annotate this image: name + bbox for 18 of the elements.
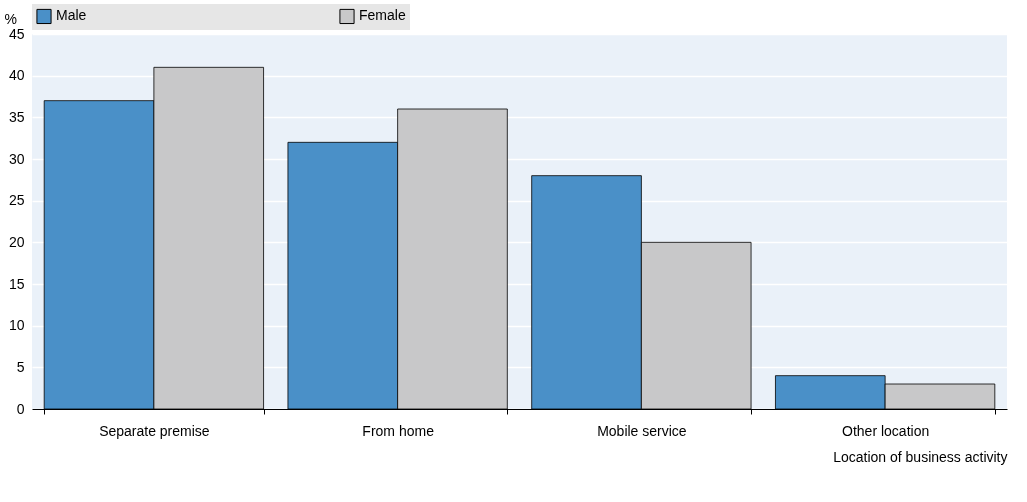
y-tick-label: 10 (8, 317, 25, 334)
y-tick-label: 40 (8, 67, 25, 84)
y-tick-label: 35 (8, 108, 25, 125)
y-tick-label: 20 (8, 233, 25, 250)
legend-label: Male (56, 7, 87, 24)
y-tick-label: 0 (16, 400, 25, 417)
x-tick-label: Separate premise (99, 422, 210, 439)
x-tick-label: Other location (842, 422, 930, 439)
y-tick-label: 5 (16, 358, 25, 375)
y-tick-label: 25 (8, 192, 25, 209)
x-axis-title: Location of business activity (833, 448, 1008, 465)
y-axis-title: % (4, 10, 17, 27)
y-tick-label: 30 (8, 150, 25, 167)
y-tick-label: 15 (8, 275, 25, 292)
y-tick-label: 45 (8, 25, 25, 42)
x-tick-label: Mobile service (597, 422, 687, 439)
x-tick-label: From home (362, 422, 435, 439)
legend-label: Female (359, 7, 406, 24)
